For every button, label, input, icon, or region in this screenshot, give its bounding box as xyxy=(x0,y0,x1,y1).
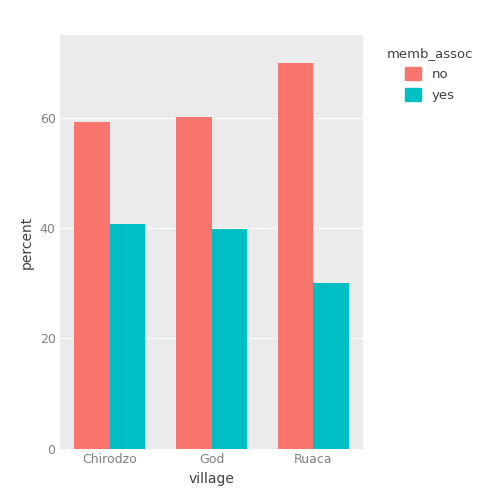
Y-axis label: percent: percent xyxy=(20,215,34,269)
Bar xyxy=(74,122,110,449)
Legend: no, yes: no, yes xyxy=(382,42,479,107)
Bar xyxy=(212,229,247,449)
Bar xyxy=(278,64,313,449)
Bar xyxy=(176,117,212,449)
Bar xyxy=(110,224,146,449)
Bar xyxy=(313,283,349,449)
X-axis label: village: village xyxy=(188,472,235,486)
